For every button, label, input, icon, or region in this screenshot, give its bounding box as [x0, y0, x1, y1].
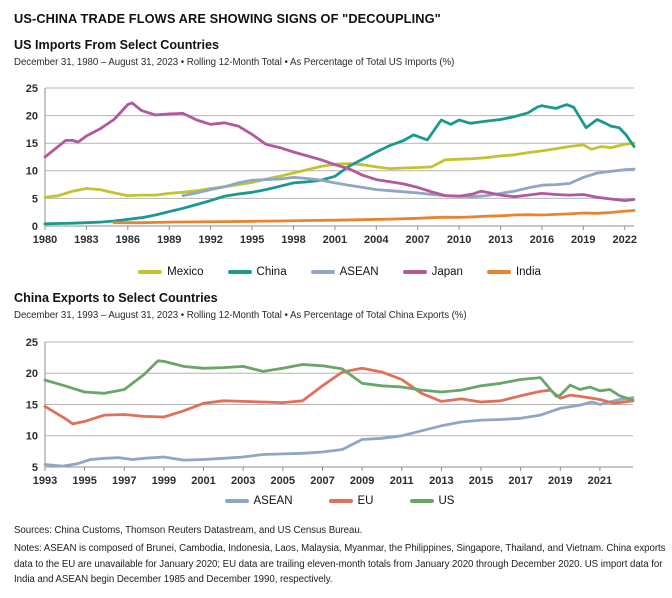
legend-item-asean: ASEAN [224, 495, 293, 507]
chart2-subtitle: December 31, 1993 – August 31, 2023 • Ro… [14, 310, 467, 321]
x-tick-label: 2016 [530, 234, 554, 246]
legend-label: Mexico [167, 266, 204, 278]
x-tick-label: 2017 [508, 475, 532, 487]
legend-item-us: US [409, 495, 455, 507]
x-tick-label: 2011 [390, 475, 414, 487]
y-tick-label: 10 [26, 431, 38, 443]
x-tick-label: 2001 [191, 475, 215, 487]
x-tick-label: 2019 [548, 475, 572, 487]
legend-label: ASEAN [253, 495, 293, 507]
x-tick-label: 1997 [112, 475, 136, 487]
x-tick-label: 2005 [271, 475, 295, 487]
chart-1-plot: 0 5 10 15 20 25 1980 1983 1986 1989 1992 1995 1998 20… [26, 83, 637, 246]
legend-label: ASEAN [339, 266, 379, 278]
x-tick-label: 1983 [74, 234, 98, 246]
x-tick-label: 2021 [588, 475, 612, 487]
y-tick-label: 20 [26, 111, 38, 123]
y-tick-label: 10 [26, 166, 38, 178]
x-tick-label: 2022 [613, 234, 637, 246]
page-title: US-CHINA TRADE FLOWS ARE SHOWING SIGNS O… [14, 11, 441, 26]
x-tick-label: 2013 [488, 234, 512, 246]
x-tick-label: 2019 [571, 234, 595, 246]
chart1-title: US Imports From Select Countries [14, 38, 220, 52]
legend-swatch-asean [310, 269, 335, 275]
legend-swatch-eu [328, 498, 353, 504]
chart1-subtitle: December 31, 1980 – August 31, 2023 • Ro… [14, 57, 455, 68]
legend-swatch-us [409, 498, 434, 504]
y-tick-label: 5 [32, 462, 38, 474]
legend-item-eu: EU [328, 495, 374, 507]
x-tick-label: 2013 [429, 475, 453, 487]
y-tick-label: 25 [26, 337, 38, 349]
chart1-legend: Mexico China ASEAN Japan India [45, 266, 634, 278]
sources-note: Sources: China Customs, Thomson Reuters … [14, 525, 363, 536]
x-tick-label: 1989 [157, 234, 181, 246]
y-tick-label: 5 [32, 193, 38, 205]
x-tick-label: 2010 [447, 234, 471, 246]
y-tick-label: 15 [26, 399, 38, 411]
legend-item-japan: Japan [402, 266, 463, 278]
x-tick-label: 1992 [198, 234, 222, 246]
series-line-us [43, 359, 635, 402]
x-tick-label: 2001 [323, 234, 347, 246]
legend-label: Japan [431, 266, 463, 278]
x-tick-label: 2003 [231, 475, 255, 487]
legend-item-mexico: Mexico [138, 266, 204, 278]
x-tick-label: 1995 [72, 475, 96, 487]
x-tick-label: 1999 [152, 475, 176, 487]
footnotes: Notes: ASEAN is composed of Brunei, Camb… [14, 543, 666, 586]
legend-label: India [515, 266, 541, 278]
y-tick-label: 0 [32, 221, 38, 233]
x-tick-label: 2004 [364, 234, 389, 246]
x-tick-label: 2007 [405, 234, 429, 246]
legend-item-asean: ASEAN [310, 266, 379, 278]
chart2-legend: ASEAN EU US [45, 495, 634, 507]
legend-swatch-mexico [138, 269, 163, 275]
series-line-japan [43, 101, 636, 203]
x-tick-label: 1980 [33, 234, 57, 246]
x-tick-label: 2009 [350, 475, 374, 487]
x-tick-label: 2015 [469, 475, 493, 487]
legend-label: US [438, 495, 455, 507]
y-tick-label: 20 [26, 368, 38, 380]
x-tick-label: 1986 [116, 234, 140, 246]
series-line-mexico [43, 141, 636, 199]
chart2-title: China Exports to Select Countries [14, 291, 218, 305]
legend-swatch-asean [224, 498, 249, 504]
y-tick-label: 15 [26, 138, 38, 150]
x-tick-label: 1993 [33, 475, 57, 487]
x-tick-label: 1995 [240, 234, 264, 246]
x-tick-label: 1998 [281, 234, 305, 246]
x-tick-label: 2007 [310, 475, 334, 487]
y-tick-label: 25 [26, 83, 38, 95]
legend-swatch-japan [402, 269, 427, 275]
legend-swatch-india [486, 269, 511, 275]
series-line-asean [181, 167, 636, 199]
series-line-china [43, 103, 636, 226]
legend-swatch-china [227, 269, 252, 275]
legend-label: China [256, 266, 287, 278]
legend-label: EU [357, 495, 374, 507]
series-line-india [112, 209, 636, 225]
series-line-eu [43, 366, 635, 426]
legend-item-china: China [227, 266, 287, 278]
series-line-asean [43, 396, 635, 468]
chart-2-plot: 5 10 15 20 25 1993 1995 1997 1999 2001 2003 2005 200… [26, 337, 635, 487]
legend-item-india: India [486, 266, 541, 278]
